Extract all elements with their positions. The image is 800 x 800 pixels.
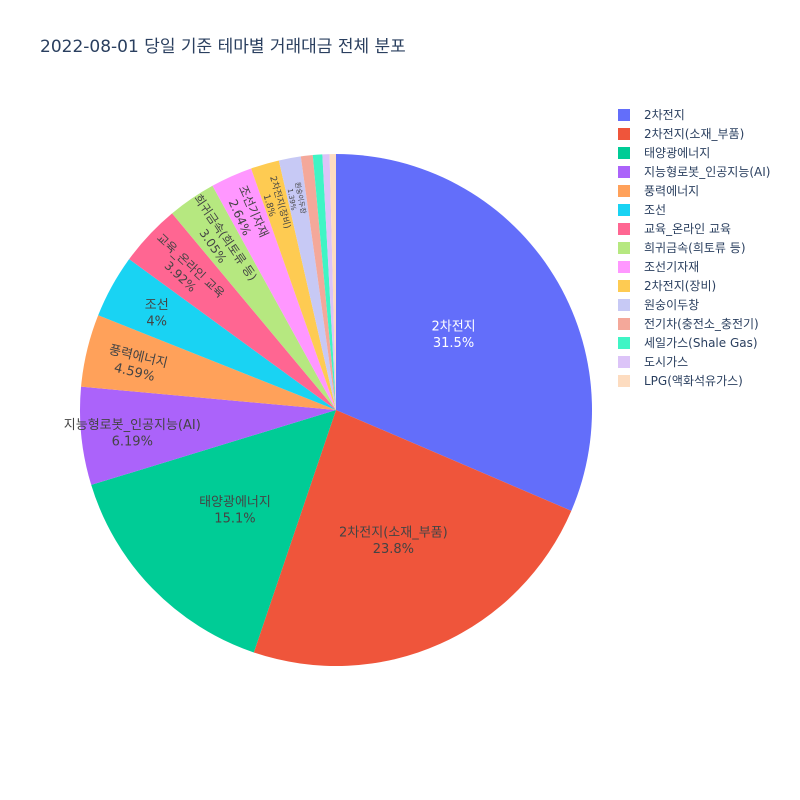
legend-swatch [618,318,630,330]
legend-label: 2차전지(장비) [644,279,716,293]
legend-label: 도시가스 [644,355,688,369]
legend-label: 지능형로봇_인공지능(AI) [644,165,770,179]
pie-slice[interactable] [79,386,336,485]
pie-slice[interactable] [91,410,336,653]
legend-swatch [618,147,630,159]
legend-item[interactable]: 도시가스 [618,355,688,369]
legend-swatch [618,109,630,121]
pie-slice[interactable] [98,259,337,410]
legend-item[interactable]: 지능형로봇_인공지능(AI) [618,165,770,179]
legend-swatch [618,185,630,197]
legend-item[interactable]: LPG(액화석유가스) [618,374,743,388]
legend-label: 조선 [644,203,666,217]
pie-slice[interactable] [253,410,572,666]
pie-slice[interactable] [278,156,336,410]
legend-swatch [618,280,630,292]
legend-label: 풍력에너지 [644,184,699,198]
pie-slice[interactable] [172,185,336,410]
legend-label: 원숭이두창 [644,298,699,312]
legend-swatch [618,128,630,140]
legend-swatch [618,337,630,349]
legend-item[interactable]: 교육_온라인 교육 [618,222,731,236]
pie-slice[interactable] [81,315,336,410]
pie-slice[interactable] [312,154,336,410]
legend-label: 2차전지(소재_부품) [644,127,744,141]
legend-item[interactable]: 전기차(충전소_충전기) [618,317,759,331]
legend-item[interactable]: 2차전지 [618,108,685,122]
legend-item[interactable]: 2차전지(소재_부품) [618,127,744,141]
pie-slice-label: 조선 4% [145,298,169,329]
pie-slice-label: 지능형로봇_인공지능(AI) 6.19% [64,418,201,449]
legend-item[interactable]: 2차전지(장비) [618,279,716,293]
legend-label: 교육_온라인 교육 [644,222,731,236]
legend-item[interactable]: 조선기자재 [618,260,699,274]
legend-item[interactable]: 조선 [618,203,666,217]
legend-swatch [618,204,630,216]
pie-slice[interactable] [212,168,336,410]
pie-slice[interactable] [251,160,336,410]
legend-swatch [618,261,630,273]
pie-slice-label: 태양광에너지 15.1% [199,495,271,526]
chart-title: 2022-08-01 당일 기준 테마별 거래대금 전체 분포 [40,37,406,57]
legend-label: 태양광에너지 [644,146,710,160]
legend-swatch [618,223,630,235]
pie-slice[interactable] [329,154,336,410]
legend-swatch [618,242,630,254]
pie-slices [79,154,592,666]
legend-item[interactable]: 풍력에너지 [618,184,699,198]
legend-label: 세일가스(Shale Gas) [644,336,758,350]
legend-label: 전기차(충전소_충전기) [644,317,759,331]
legend-swatch [618,356,630,368]
pie-slice-label: 2차전지 31.5% [431,320,475,351]
pie-slice[interactable] [300,155,336,410]
legend-item[interactable]: 세일가스(Shale Gas) [618,336,758,350]
legend-item[interactable]: 희귀금속(희토류 등) [618,241,746,255]
legend-label: 조선기자재 [644,260,699,274]
legend-label: 2차전지 [644,108,685,122]
legend-swatch [618,375,630,387]
pie-slice[interactable] [322,154,336,410]
legend-item[interactable]: 원숭이두창 [618,298,699,312]
legend-swatch [618,166,630,178]
pie-slice-label: 2차전지(소재_부품) 23.8% [339,526,448,557]
legend-label: 희귀금속(희토류 등) [644,241,746,255]
legend-label: LPG(액화석유가스) [644,374,743,388]
legend-item[interactable]: 태양광에너지 [618,146,710,160]
legend-swatch [618,299,630,311]
pie-slice[interactable] [336,154,592,511]
pie-slice[interactable] [129,213,336,410]
